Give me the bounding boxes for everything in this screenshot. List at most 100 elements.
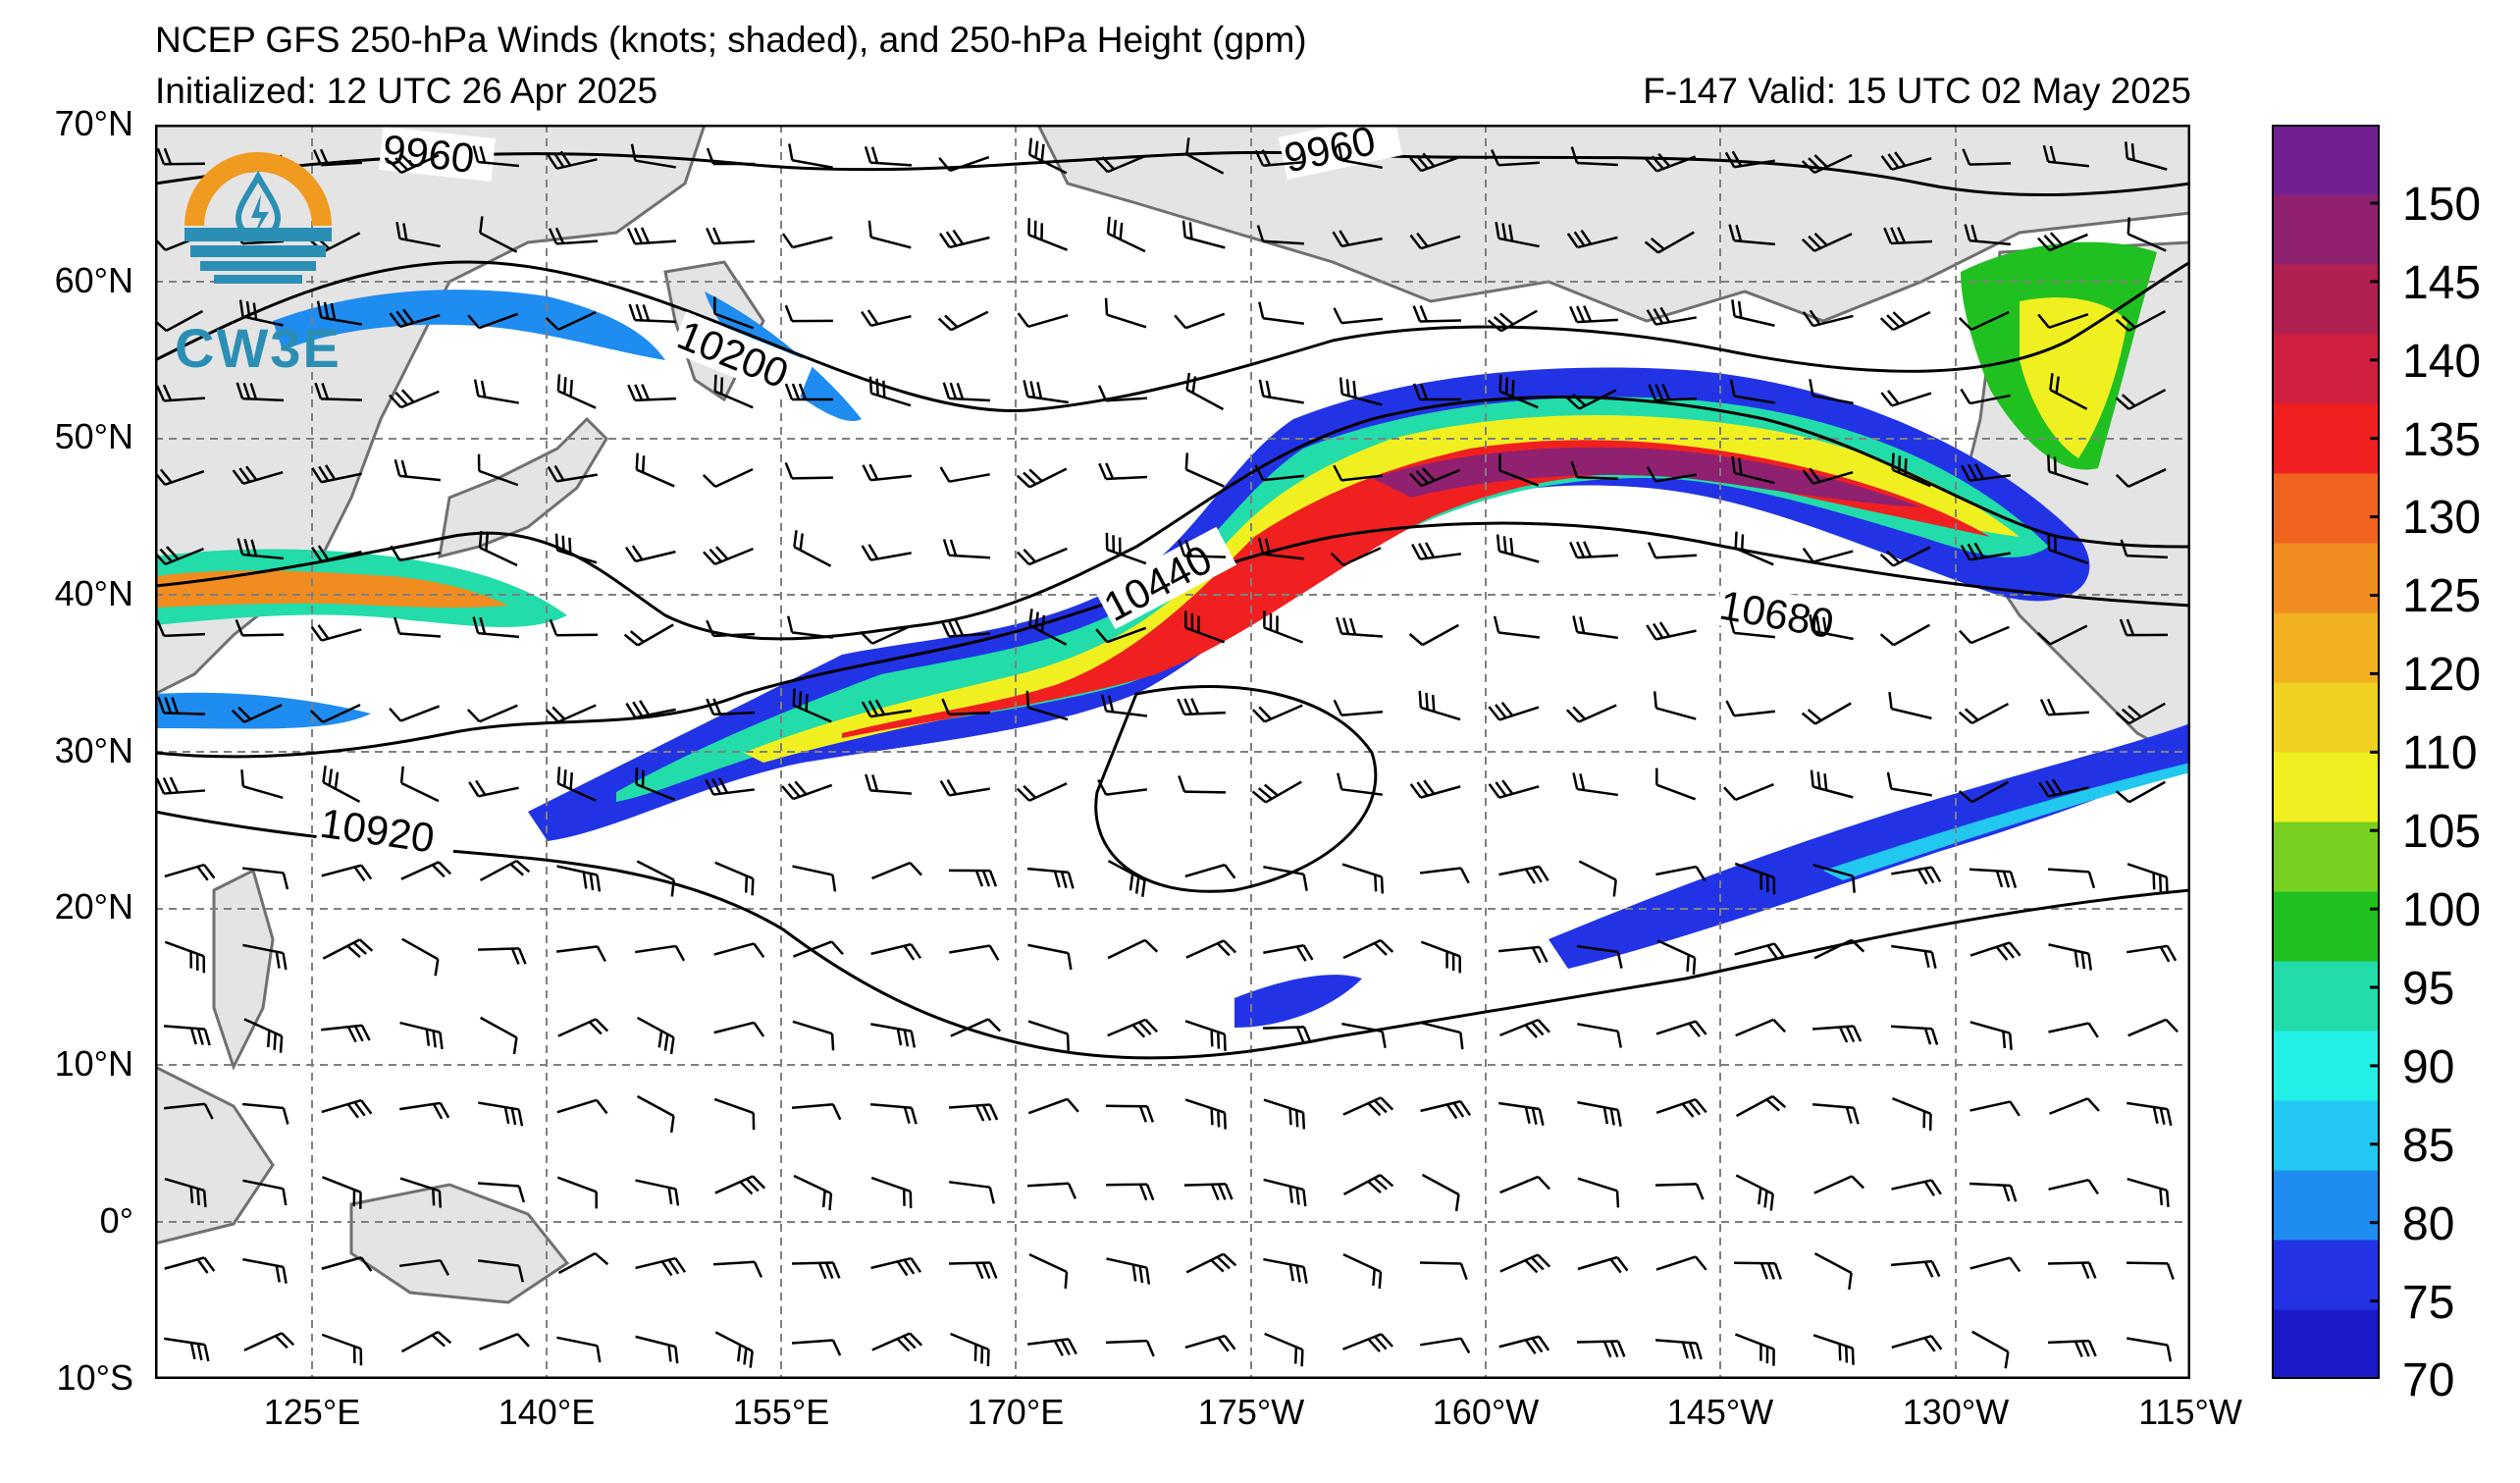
wind-barb bbox=[1418, 690, 1461, 721]
wind-barb bbox=[1411, 542, 1461, 560]
wind-barb bbox=[706, 698, 756, 716]
wind-barb bbox=[477, 1182, 526, 1203]
colorbar-swatch bbox=[2272, 1031, 2380, 1101]
wind-barb bbox=[1027, 943, 1073, 971]
wind-barb bbox=[467, 312, 519, 330]
colorbar-label-95: 95 bbox=[2402, 963, 2455, 1015]
wind-barb bbox=[321, 1256, 373, 1272]
wind-barb bbox=[1812, 864, 1856, 893]
wind-barb bbox=[1341, 1022, 1387, 1048]
wind-barb bbox=[1644, 231, 1695, 254]
wind-barb bbox=[861, 699, 912, 718]
wind-barb bbox=[1892, 1097, 1932, 1131]
wind-barb bbox=[942, 539, 991, 559]
wind-barb bbox=[1969, 1256, 2021, 1273]
lat-label-20n: 20°N bbox=[54, 886, 133, 927]
wind-barb bbox=[938, 229, 990, 249]
wind-barb bbox=[549, 618, 599, 637]
wind-barb bbox=[400, 861, 452, 880]
colorbar-swatch bbox=[2272, 891, 2380, 962]
wind-barb bbox=[316, 300, 362, 326]
wind-barb bbox=[1655, 1255, 1707, 1271]
wind-barb bbox=[1801, 702, 1852, 725]
wind-barb bbox=[1027, 137, 1068, 175]
wind-barb bbox=[1886, 771, 1932, 797]
lon-label-160w: 160°W bbox=[1432, 1392, 1540, 1432]
lat-label-40n: 40°N bbox=[54, 573, 133, 613]
lon-label-175w: 175°W bbox=[1197, 1392, 1305, 1432]
wind-barb bbox=[1880, 151, 1932, 171]
wind-barb bbox=[1107, 938, 1159, 960]
wind-barb bbox=[241, 867, 289, 890]
wind-barb bbox=[792, 865, 837, 892]
wind-barb bbox=[1095, 154, 1146, 174]
wind-barb bbox=[1498, 1101, 1545, 1126]
wind-barb bbox=[554, 533, 598, 564]
wind-barb bbox=[870, 1256, 922, 1277]
wind-barb bbox=[1419, 1261, 1468, 1281]
wind-barb bbox=[1565, 704, 1617, 723]
colorbar bbox=[2272, 125, 2380, 1379]
height-contours bbox=[155, 150, 2190, 1060]
wind-barb bbox=[628, 303, 677, 324]
lon-label-140e: 140°E bbox=[498, 1392, 596, 1432]
wind-barb bbox=[1813, 1175, 1865, 1194]
map-frame bbox=[155, 125, 2190, 1379]
wind-barb bbox=[1572, 772, 1618, 797]
wind-barb bbox=[937, 310, 989, 332]
wind-barb bbox=[1723, 782, 1774, 802]
wind-barb bbox=[1184, 610, 1226, 644]
wind-barb bbox=[1262, 1026, 1312, 1043]
wind-barb bbox=[240, 769, 284, 799]
wind-barb bbox=[626, 227, 677, 245]
wind-barb bbox=[1185, 137, 1225, 175]
wind-barb bbox=[1645, 152, 1697, 173]
wind-barb bbox=[1801, 153, 1853, 175]
wind-barb bbox=[164, 863, 216, 881]
wind-barb bbox=[1263, 865, 1308, 891]
wind-barb bbox=[1724, 150, 1775, 169]
wind-barb bbox=[1104, 297, 1147, 329]
wind-barb bbox=[1891, 1179, 1942, 1196]
lon-label-155e: 155°E bbox=[732, 1392, 830, 1432]
wind-barb bbox=[321, 1176, 362, 1209]
wind-barb bbox=[1891, 944, 1937, 969]
wind-barb bbox=[2120, 539, 2169, 559]
wind-barb bbox=[557, 1251, 609, 1275]
wind-barb bbox=[479, 859, 531, 882]
wind-barb bbox=[1409, 467, 1460, 488]
wind-barb bbox=[1734, 862, 1776, 895]
wind-barb bbox=[243, 1018, 284, 1053]
wind-barb bbox=[635, 452, 675, 488]
colorbar-ticks bbox=[2370, 201, 2380, 1379]
contour-9960 bbox=[155, 150, 2190, 197]
wind-barb bbox=[1731, 455, 1775, 485]
colorbar-label-100: 100 bbox=[2402, 884, 2482, 936]
colorbar-swatch bbox=[2272, 543, 2380, 613]
water-drop-logo-icon bbox=[235, 170, 282, 240]
wind-barb bbox=[1181, 220, 1226, 249]
wind-barb bbox=[1733, 1261, 1782, 1280]
wind-barb bbox=[1177, 698, 1227, 716]
wind-barb bbox=[1026, 1182, 1077, 1199]
wind-barb bbox=[309, 703, 361, 724]
wind-barb bbox=[1969, 941, 2021, 961]
wind-barb bbox=[310, 624, 362, 642]
wind-barb bbox=[1961, 463, 2011, 482]
wind-barb bbox=[1409, 779, 1461, 799]
wind-barb bbox=[1655, 865, 1706, 882]
wind-barb bbox=[1251, 780, 1302, 804]
colorbar-label-145: 145 bbox=[2402, 257, 2482, 309]
wind-barb bbox=[1258, 379, 1304, 404]
wind-barb bbox=[1342, 938, 1394, 960]
wind-barb bbox=[635, 1179, 680, 1206]
wind-barb bbox=[556, 374, 597, 409]
wind-barb bbox=[1263, 1178, 1307, 1207]
wind-barb bbox=[556, 767, 597, 802]
wind-barb bbox=[1969, 1182, 2018, 1202]
wind-barb bbox=[1097, 778, 1147, 796]
wind-barb bbox=[792, 940, 844, 958]
wind-barb bbox=[1342, 1333, 1393, 1352]
wind-barb bbox=[2115, 780, 2166, 804]
wind-barb bbox=[479, 1333, 530, 1351]
